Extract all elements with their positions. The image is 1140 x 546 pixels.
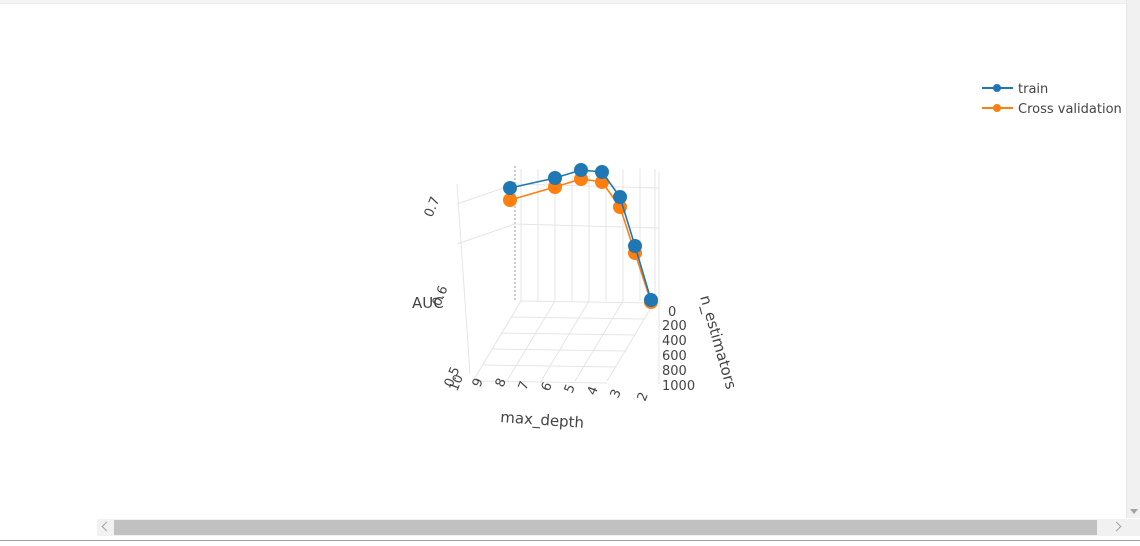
legend-marker-train xyxy=(993,84,1001,92)
data-point-train[interactable] xyxy=(574,163,588,177)
grid-line xyxy=(456,183,471,375)
plot-area[interactable]: 0.5 0.6 0.7 10 9 8 7 6 5 4 3 2 0 200 400 600 800 1000 A… xyxy=(0,4,1126,518)
data-point-train[interactable] xyxy=(503,181,517,195)
z-axis-title: AUC xyxy=(412,294,444,312)
grid-line xyxy=(456,223,516,245)
data-point-train[interactable] xyxy=(613,190,627,204)
bottom-border xyxy=(0,540,1140,541)
data-point-train[interactable] xyxy=(548,171,562,185)
y-tick-label: 600 xyxy=(662,349,687,364)
z-tick-label: 0.7 xyxy=(422,195,444,220)
x-tick-label: 5 xyxy=(562,382,579,395)
legend-label-cv: Cross validation xyxy=(1018,102,1122,117)
grid-line xyxy=(501,332,636,336)
data-point-cv[interactable] xyxy=(503,193,517,207)
z-tick-label: 0.6 xyxy=(430,284,452,309)
vertical-scrollbar[interactable] xyxy=(1126,0,1140,518)
data-point-train[interactable] xyxy=(644,293,658,307)
z-tick-label: 0.5 xyxy=(442,365,464,390)
x-tick-label: 4 xyxy=(585,384,602,397)
grid-line xyxy=(606,300,656,382)
scroll-left-icon[interactable] xyxy=(101,521,112,532)
grid-line xyxy=(472,380,608,384)
legend-item-cv[interactable]: Cross validation xyxy=(982,102,1122,117)
top-border xyxy=(0,0,1140,4)
grid-lines xyxy=(456,166,660,384)
y-tick-label: 0 xyxy=(668,305,676,320)
z-axis-ticks: 0.5 0.6 0.7 xyxy=(422,195,464,390)
horizontal-scrollbar[interactable] xyxy=(97,519,1126,536)
grid-line xyxy=(514,223,660,229)
legend-marker-cv xyxy=(993,104,1001,112)
x-tick-label: 10 xyxy=(447,373,467,394)
scrollbar-thumb[interactable] xyxy=(114,520,1097,535)
data-series xyxy=(503,163,658,309)
legend[interactable]: train Cross validation xyxy=(982,82,1122,117)
scroll-right-icon[interactable] xyxy=(1111,521,1122,532)
scroll-down-icon[interactable] xyxy=(1130,509,1138,514)
grid-line xyxy=(574,300,624,382)
x-axis-ticks: 10 9 8 7 6 5 4 3 2 xyxy=(447,373,652,404)
x-axis-title: max_depth xyxy=(500,408,585,433)
x-tick-label: 9 xyxy=(470,376,487,389)
data-point-train[interactable] xyxy=(628,239,642,253)
data-point-train[interactable] xyxy=(595,165,609,179)
grid-line xyxy=(482,364,617,368)
grid-line xyxy=(511,316,646,320)
y-tick-label: 200 xyxy=(662,319,687,334)
y-tick-label: 1000 xyxy=(662,379,695,394)
grid-line xyxy=(540,300,590,382)
series-line-cv xyxy=(509,178,652,303)
grid-line xyxy=(520,300,656,304)
grid-line xyxy=(506,300,556,382)
legend-label-train: train xyxy=(1018,82,1048,97)
legend-item-train[interactable]: train xyxy=(982,82,1048,97)
scrollbar-corner xyxy=(1126,519,1140,536)
grid-line xyxy=(492,348,627,352)
x-tick-label: 3 xyxy=(608,387,625,400)
y-tick-label: 800 xyxy=(662,364,687,379)
y-tick-label: 400 xyxy=(662,334,687,349)
x-tick-label: 7 xyxy=(516,379,533,392)
x-tick-label: 8 xyxy=(493,376,510,389)
grid-line xyxy=(472,300,522,382)
y-axis-title: n_estimators xyxy=(695,293,740,392)
grid-line xyxy=(514,183,660,189)
data-point-cv[interactable] xyxy=(595,175,609,189)
x-tick-label: 2 xyxy=(635,390,652,403)
